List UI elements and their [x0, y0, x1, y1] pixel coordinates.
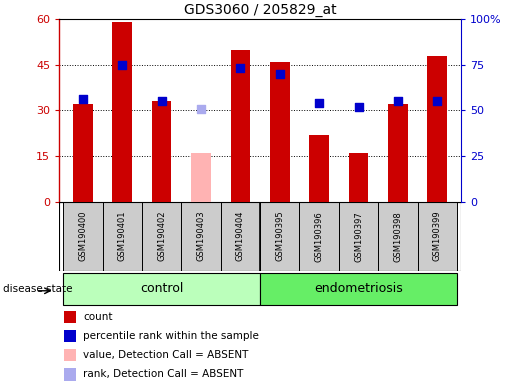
- Text: GSM190401: GSM190401: [118, 211, 127, 262]
- Text: GSM190404: GSM190404: [236, 211, 245, 262]
- Bar: [260, 273, 457, 305]
- Point: [354, 104, 363, 110]
- Bar: [349, 153, 368, 202]
- Point: [197, 106, 205, 112]
- Bar: [191, 153, 211, 202]
- Bar: [64, 349, 76, 361]
- Point: [118, 62, 126, 68]
- Text: value, Detection Call = ABSENT: value, Detection Call = ABSENT: [83, 350, 249, 360]
- Bar: [102, 202, 142, 271]
- Point: [433, 98, 441, 104]
- Point: [394, 98, 402, 104]
- Bar: [388, 104, 408, 202]
- Text: GSM190395: GSM190395: [275, 211, 284, 262]
- Bar: [63, 273, 260, 305]
- Bar: [73, 104, 93, 202]
- Text: GSM190396: GSM190396: [315, 211, 323, 262]
- Text: disease state: disease state: [3, 284, 72, 294]
- Point: [276, 71, 284, 77]
- Bar: [299, 202, 339, 271]
- Text: GSM190400: GSM190400: [78, 211, 88, 262]
- Title: GDS3060 / 205829_at: GDS3060 / 205829_at: [184, 3, 336, 17]
- Bar: [260, 202, 299, 271]
- Text: endometriosis: endometriosis: [314, 283, 403, 295]
- Point: [158, 98, 166, 104]
- Bar: [270, 62, 289, 202]
- Bar: [231, 50, 250, 202]
- Text: control: control: [140, 283, 183, 295]
- Bar: [112, 22, 132, 202]
- Point: [315, 100, 323, 106]
- Text: GSM190402: GSM190402: [157, 211, 166, 262]
- Bar: [142, 202, 181, 271]
- Bar: [64, 368, 76, 381]
- Text: GSM190398: GSM190398: [393, 211, 402, 262]
- Bar: [339, 202, 378, 271]
- Bar: [63, 202, 102, 271]
- Text: count: count: [83, 312, 113, 322]
- Bar: [64, 311, 76, 323]
- Text: GSM190397: GSM190397: [354, 211, 363, 262]
- Bar: [427, 56, 447, 202]
- Bar: [152, 101, 171, 202]
- Bar: [378, 202, 418, 271]
- Text: rank, Detection Call = ABSENT: rank, Detection Call = ABSENT: [83, 369, 244, 379]
- Point: [79, 96, 87, 103]
- Point: [236, 65, 245, 71]
- Text: percentile rank within the sample: percentile rank within the sample: [83, 331, 259, 341]
- Text: GSM190403: GSM190403: [197, 211, 205, 262]
- Bar: [181, 202, 221, 271]
- Bar: [64, 330, 76, 342]
- Text: GSM190399: GSM190399: [433, 211, 442, 262]
- Bar: [221, 202, 260, 271]
- Bar: [418, 202, 457, 271]
- Bar: [310, 135, 329, 202]
